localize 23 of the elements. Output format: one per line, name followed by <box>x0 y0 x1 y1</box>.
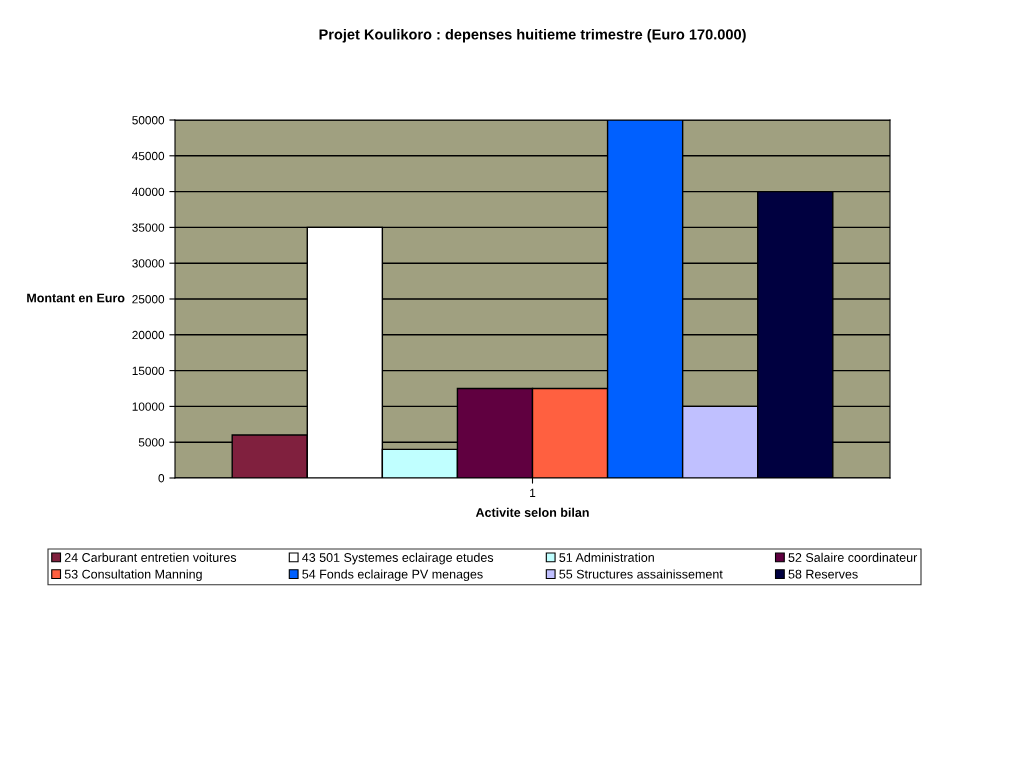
chart-title: Projet Koulikoro : depenses huitieme trimestre (Euro 170.000) <box>319 28 746 43</box>
y-tick-label: 15000 <box>132 366 165 375</box>
y-tick-label: 20000 <box>132 330 165 340</box>
legend-label: 24 Carburant entretien voitures <box>64 552 237 562</box>
legend-label: 54 Fonds eclairage PV menages <box>302 569 483 582</box>
y-axis-title: Montant en Euro <box>27 293 125 303</box>
y-tick-label: 10000 <box>132 402 165 411</box>
y-tick-label: 50000 <box>132 116 165 125</box>
legend-label: 55 Structures assainissement <box>559 569 723 579</box>
legend-label: 58 Reserves <box>788 569 858 579</box>
legend-label: 43 501 Systemes eclairage etudes <box>302 552 494 565</box>
y-tick-label: 25000 <box>132 295 165 304</box>
x-axis-title: Activite selon bilan <box>475 507 589 517</box>
x-tick-label: 1 <box>530 488 536 497</box>
legend-label: 52 Salaire coordinateur <box>788 552 918 562</box>
y-tick-label: 45000 <box>132 151 165 161</box>
legend-label: 51 Administration <box>559 552 654 562</box>
y-tick-label: 40000 <box>132 187 165 196</box>
y-tick-label: 35000 <box>132 223 165 232</box>
y-tick-label: 30000 <box>132 259 165 268</box>
legend-label: 53 Consultation Manning <box>64 569 202 582</box>
y-tick-label: 0 <box>158 474 165 483</box>
y-tick-label: 5000 <box>138 438 165 447</box>
